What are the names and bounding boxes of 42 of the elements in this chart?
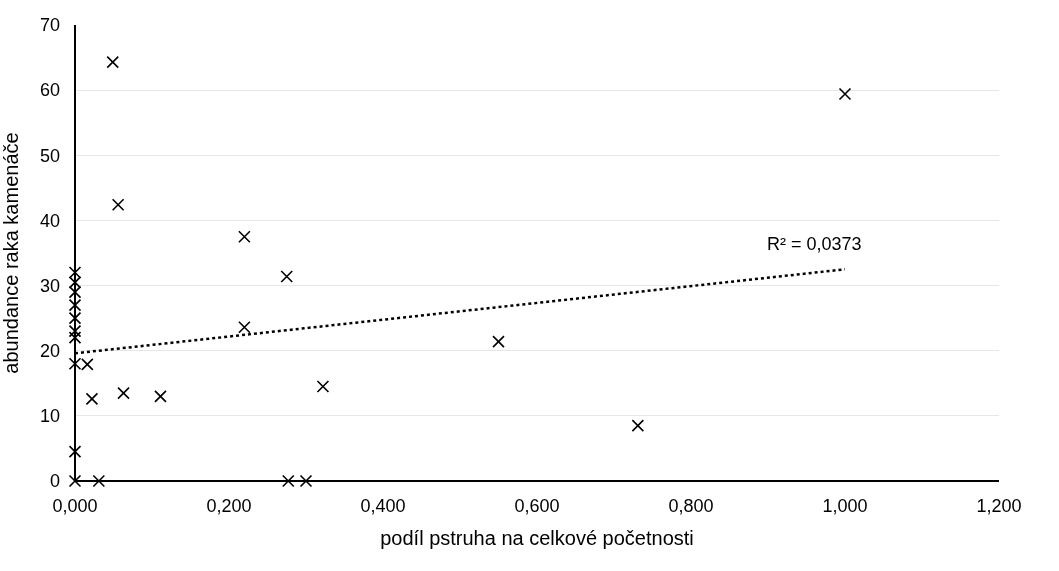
x-tick-label: 0,200 — [206, 496, 252, 516]
point — [631, 419, 645, 432]
x-tick-label: 1,200 — [976, 496, 1022, 516]
point — [117, 386, 130, 400]
point — [492, 335, 505, 348]
x-tick-label: 0,400 — [360, 496, 406, 516]
x-tick-label: 1,000 — [822, 496, 868, 516]
y-tick-label: 30 — [39, 275, 60, 296]
y-tick-label: 40 — [39, 210, 60, 231]
point — [85, 392, 99, 406]
x-axis-title: podíl pstruha na celkové početnosti — [380, 526, 694, 549]
point — [299, 474, 313, 488]
point — [238, 320, 251, 334]
y-axis-title: abundance raka kamenáče — [0, 132, 23, 374]
point — [68, 298, 82, 312]
y-tick-label: 60 — [39, 80, 60, 101]
y-tick-label: 50 — [39, 145, 60, 166]
x-tick-label: 0,000 — [52, 496, 98, 516]
y-tick-label: 20 — [39, 341, 60, 362]
point — [68, 331, 82, 344]
point — [68, 285, 82, 299]
point — [838, 87, 852, 101]
annotation: R² = 0,0373 — [767, 234, 862, 254]
x-tick-label: 0,600 — [514, 496, 560, 516]
point — [68, 311, 82, 325]
point — [280, 270, 294, 283]
point — [316, 380, 330, 393]
point — [68, 445, 82, 458]
x-tick-label: 0,800 — [668, 496, 714, 516]
point — [106, 55, 120, 69]
point — [68, 474, 82, 488]
point — [111, 198, 125, 212]
point — [68, 324, 82, 338]
y-tick-label: 0 — [49, 471, 60, 492]
point — [281, 474, 295, 488]
point — [68, 276, 82, 289]
point — [154, 390, 167, 403]
y-tick-label: 10 — [39, 406, 60, 427]
point — [238, 230, 251, 244]
point — [92, 474, 106, 488]
point — [68, 266, 82, 279]
y-tick-label: 70 — [39, 15, 60, 36]
